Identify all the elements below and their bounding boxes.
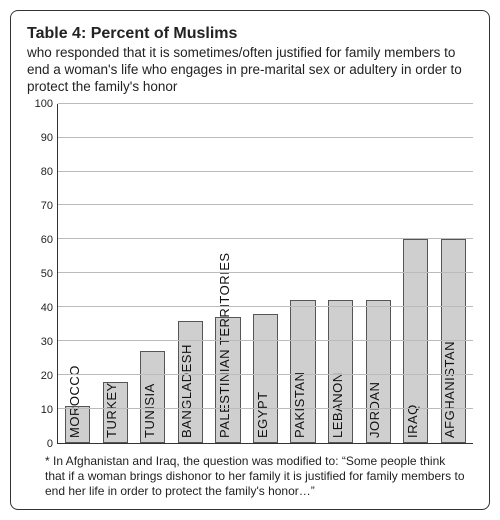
bar-label: TUNISIA (142, 383, 157, 438)
y-tick: 40 (41, 302, 53, 314)
bar-slot: BANGLADESH (175, 104, 207, 443)
chart-wrap: 0102030405060708090100 MOROCCOTURKEYTUNI… (27, 104, 473, 444)
bar-label: PALESTINIAN TERRITORIES (217, 252, 232, 438)
bar-slot: LEBANON (325, 104, 357, 443)
bar-slot: IRAQ (400, 104, 432, 443)
bar: AFGHANISTAN (441, 239, 466, 443)
y-tick: 60 (41, 234, 53, 246)
grid-line (58, 374, 473, 375)
y-tick: 0 (47, 438, 53, 450)
chart-frame: Table 4: Percent of Muslims who responde… (10, 10, 490, 510)
bar-slot: TURKEY (100, 104, 132, 443)
bar: MOROCCO (65, 406, 90, 443)
grid-line (58, 306, 473, 307)
bar-label: BANGLADESH (179, 344, 194, 438)
bar-slot: TUNISIA (137, 104, 169, 443)
bar: PAKISTAN (290, 300, 315, 443)
y-tick: 10 (41, 404, 53, 416)
y-tick: 90 (41, 132, 53, 144)
bar-label: AFGHANISTAN (442, 341, 457, 438)
bar-label: LEBANON (330, 372, 345, 438)
chart-area: 0102030405060708090100 MOROCCOTURKEYTUNI… (27, 104, 473, 444)
bar-label: TURKEY (104, 382, 119, 438)
plot-region: MOROCCO TURKEY TUNISIA BANGLADESH PALESTINIA… (57, 104, 473, 444)
grid-line (58, 137, 473, 138)
bar-slot: PAKISTAN (287, 104, 319, 443)
bar: JORDAN (366, 300, 391, 443)
footnote: * In Afghanistan and Iraq, the question … (27, 454, 473, 499)
y-tick: 50 (41, 268, 53, 280)
chart-subtitle: who responded that it is sometimes/often… (27, 45, 473, 96)
bar: LEBANON (328, 300, 353, 443)
y-tick: 20 (41, 370, 53, 382)
bars-container: MOROCCO TURKEY TUNISIA BANGLADESH PALESTINIA… (58, 104, 473, 443)
bar-label: PAKISTAN (292, 372, 307, 438)
bar-slot: EGYPT (250, 104, 282, 443)
bar-slot: AFGHANISTAN (437, 104, 469, 443)
grid-line (58, 171, 473, 172)
bar-label: IRAQ (405, 404, 420, 438)
bar-label: JORDAN (367, 382, 382, 438)
grid-line (58, 408, 473, 409)
bar: PALESTINIAN TERRITORIES (215, 317, 240, 443)
bar: BANGLADESH (178, 321, 203, 443)
grid-line (58, 204, 473, 205)
grid-line (58, 238, 473, 239)
bar: EGYPT (253, 314, 278, 443)
bar-label: MOROCCO (67, 365, 82, 438)
y-tick: 30 (41, 336, 53, 348)
y-axis: 0102030405060708090100 (27, 104, 57, 444)
bar: TUNISIA (140, 351, 165, 443)
chart-title: Table 4: Percent of Muslims (27, 25, 473, 43)
bar-label: EGYPT (255, 391, 270, 438)
grid-line (58, 272, 473, 273)
bar-slot: MOROCCO (62, 104, 94, 443)
grid-line (58, 340, 473, 341)
bar-slot: JORDAN (362, 104, 394, 443)
bar: TURKEY (103, 382, 128, 443)
grid-line (58, 103, 473, 104)
y-tick: 70 (41, 200, 53, 212)
y-tick: 100 (35, 98, 53, 110)
bar-slot: PALESTINIAN TERRITORIES (212, 104, 244, 443)
bar: IRAQ (403, 239, 428, 443)
y-tick: 80 (41, 166, 53, 178)
